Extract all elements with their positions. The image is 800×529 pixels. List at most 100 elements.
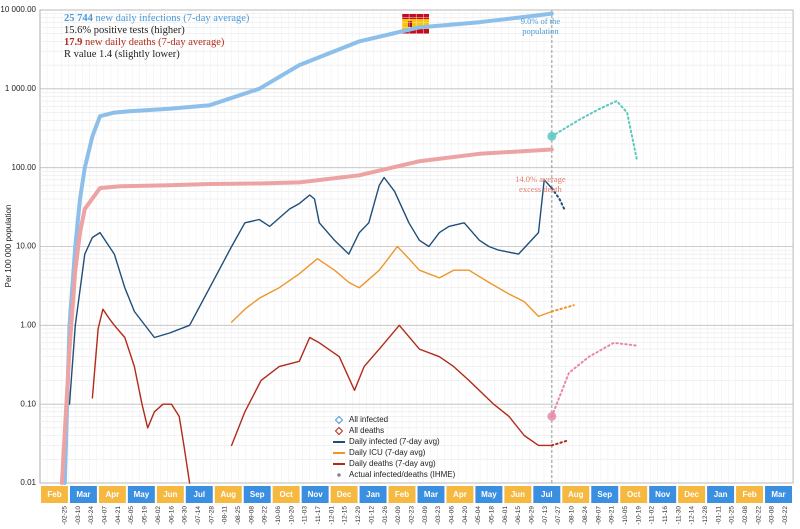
header-text: 25 744 (64, 13, 94, 24)
date-label: -07-28 (208, 506, 215, 525)
series-line (62, 11, 554, 485)
date-label: -10-19 (635, 506, 642, 525)
month-band (678, 486, 706, 503)
flag-emblem (408, 21, 412, 27)
month-label: Feb (395, 490, 409, 499)
month-label: Jul (194, 490, 206, 499)
month-band (243, 486, 271, 503)
month-label: Oct (627, 490, 641, 499)
month-band (504, 486, 532, 503)
series-line (68, 176, 553, 405)
month-label: Apr (106, 490, 120, 499)
month-label: Jun (511, 490, 525, 499)
month-band (707, 486, 735, 503)
month-label: Nov (655, 490, 671, 499)
date-label: -02-08 (742, 506, 749, 525)
date-label: -09-07 (595, 506, 602, 525)
header-text: new daily deaths (7-day average) (82, 37, 224, 48)
date-label: -11-30 (675, 506, 682, 525)
month-band (649, 486, 677, 503)
month-band (765, 486, 792, 503)
date-label: -07-13 (542, 506, 549, 525)
date-label: -03-24 (88, 506, 95, 525)
date-label: -05-05 (128, 506, 135, 525)
date-label: -07-14 (195, 506, 202, 525)
month-band (330, 486, 358, 503)
month-label: May (134, 490, 150, 499)
date-label: -01-11 (715, 506, 722, 525)
date-label: -07-27 (555, 506, 562, 525)
month-band (359, 486, 387, 503)
y-tick-label: 10.00 (16, 242, 37, 251)
month-label: Feb (742, 490, 756, 499)
month-label: Sep (250, 490, 265, 499)
date-label: -06-01 (502, 506, 509, 525)
date-label: -10-06 (275, 506, 282, 525)
y-tick-label: 0.10 (20, 399, 36, 408)
month-band (533, 486, 561, 503)
month-band (388, 486, 416, 503)
projection-line (550, 439, 570, 447)
legend-marker (334, 426, 344, 436)
date-label: -06-30 (182, 506, 189, 525)
header-line: 15.6% positive tests (higher) (64, 25, 185, 36)
month-label: Aug (220, 490, 236, 499)
date-label: -09-22 (262, 506, 269, 525)
date-label: -08-10 (569, 506, 576, 525)
month-band (127, 486, 155, 503)
date-label: -08-24 (582, 506, 589, 525)
month-band (156, 486, 184, 503)
date-label: -03-23 (435, 506, 442, 525)
month-band (475, 486, 503, 503)
annotation: 9.0% of the (521, 16, 561, 26)
legend-label: Daily infected (7-day avg) (349, 437, 440, 446)
month-label: Dec (337, 490, 352, 499)
month-band (272, 486, 300, 503)
date-label: -12-01 (328, 506, 335, 525)
date-label: -08-11 (222, 506, 229, 525)
header-text: R value 1.4 (slightly lower) (64, 49, 180, 60)
month-label: Oct (280, 490, 294, 499)
date-label: -12-14 (689, 506, 696, 525)
date-label: -02-22 (755, 506, 762, 525)
month-band (620, 486, 648, 503)
date-label: -02-23 (408, 506, 415, 525)
month-label: Aug (568, 490, 584, 499)
month-label: Sep (597, 490, 612, 499)
month-band (41, 486, 68, 503)
month-band (417, 486, 445, 503)
month-band (591, 486, 619, 503)
month-label: Jul (541, 490, 553, 499)
date-label: -05-04 (475, 506, 482, 525)
month-label: Apr (453, 490, 467, 499)
date-label: -12-15 (342, 506, 349, 525)
date-label: -08-25 (235, 506, 242, 525)
projection-line (550, 304, 575, 313)
projection-start (547, 411, 557, 421)
date-label: -11-02 (649, 506, 656, 525)
date-label: -06-29 (529, 506, 536, 525)
series-line (91, 308, 553, 484)
flag-yellow (402, 19, 429, 29)
month-label: Feb (47, 490, 61, 499)
month-band (214, 486, 242, 503)
month-label: Mar (76, 490, 90, 499)
month-band (69, 486, 97, 503)
legend-marker (337, 473, 341, 477)
legend-label: Daily ICU (7-day avg) (349, 448, 426, 457)
projection-line (550, 341, 640, 418)
date-label: -02-09 (395, 506, 402, 525)
date-label: -11-16 (662, 506, 669, 525)
date-label: -06-02 (155, 506, 162, 525)
header: 25 744 new daily infections (7-day avera… (64, 13, 250, 60)
legend-marker (334, 415, 344, 425)
y-tick-label: 100.00 (12, 163, 37, 172)
series-line (59, 147, 554, 485)
date-label: -06-16 (168, 506, 175, 525)
date-label: -03-09 (422, 506, 429, 525)
date-label: -03-08 (769, 506, 776, 525)
month-band (98, 486, 126, 503)
date-label: -04-06 (448, 506, 455, 525)
header-line: 17.9 new daily deaths (7-day average) (64, 37, 225, 48)
header-line: R value 1.4 (slightly lower) (64, 49, 180, 60)
